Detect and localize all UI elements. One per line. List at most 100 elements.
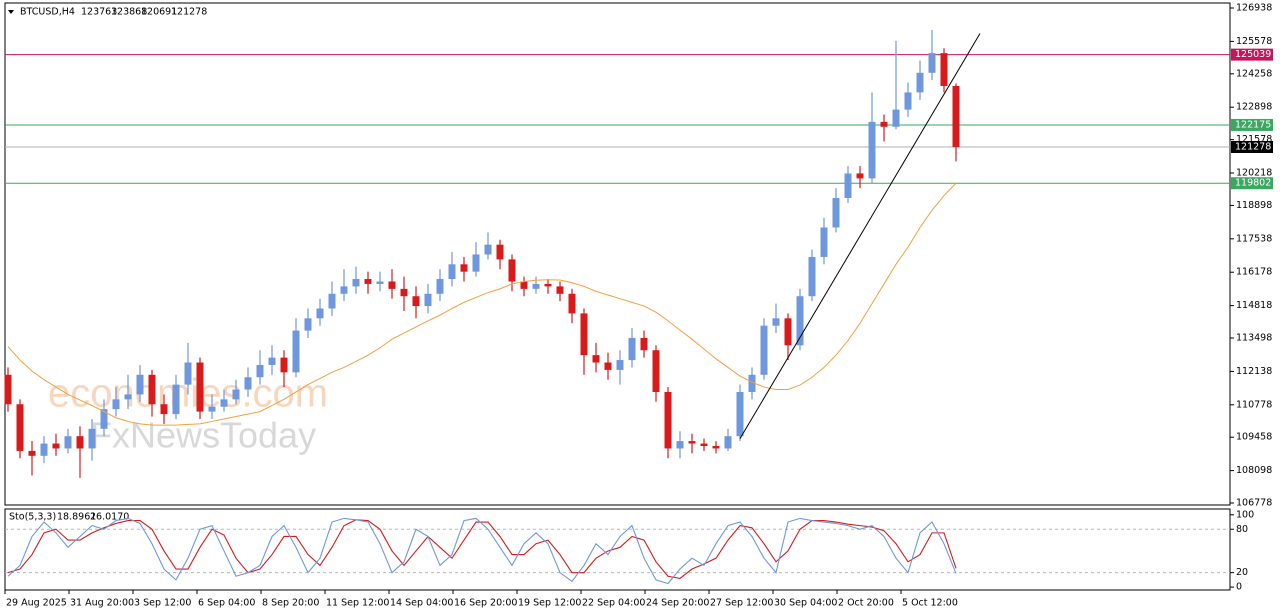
candle-body <box>184 362 192 385</box>
stoch-tick-label: 100 <box>1236 509 1254 520</box>
candle-body <box>160 404 168 415</box>
y-tick-label: 116178 <box>1236 267 1272 278</box>
stoch-tick-label: 80 <box>1236 524 1248 535</box>
candle-body <box>532 283 540 289</box>
x-tick-label: 19 Sep 12:00 <box>518 598 581 609</box>
trendline <box>739 33 981 439</box>
candle-body <box>52 443 60 449</box>
y-tick-label: 126938 <box>1236 3 1272 14</box>
candle-body <box>352 279 360 287</box>
x-tick-label: 22 Sep 04:00 <box>582 598 645 609</box>
y-tick-label: 112138 <box>1236 366 1272 377</box>
x-tick-label: 29 Aug 2025 <box>6 598 67 609</box>
candle-body <box>556 286 564 294</box>
main-pane <box>4 2 1231 506</box>
indicator-main: 18.8961 <box>57 512 96 523</box>
candle-body <box>436 279 444 294</box>
candle-body <box>736 391 744 437</box>
candle-body <box>124 394 132 400</box>
candle-body <box>820 227 828 257</box>
symbol: BTCUSD,H4 <box>20 7 75 18</box>
level-label: 125039 <box>1235 49 1271 60</box>
candle-body <box>844 173 852 199</box>
indicator-name: Sto(5,3,3) <box>9 512 56 523</box>
y-tick-label: 117538 <box>1236 233 1272 244</box>
candle-body <box>868 121 876 179</box>
level-label: 119802 <box>1235 178 1271 189</box>
level-label-bg <box>1231 140 1273 153</box>
ohlc-close: 121278 <box>171 7 207 18</box>
indicator-signal: 26.0170 <box>90 512 129 523</box>
candle-body <box>256 364 264 378</box>
x-tick-label: 14 Sep 04:00 <box>390 598 453 609</box>
stoch-signal <box>7 519 957 580</box>
candle-body <box>784 318 792 346</box>
candle-body <box>268 357 276 365</box>
candle-body <box>604 362 612 370</box>
candle-body <box>700 443 708 446</box>
x-tick-label: 24 Sep 20:00 <box>646 598 709 609</box>
y-tick-label: 125578 <box>1236 36 1272 47</box>
level-label-bg <box>1231 48 1273 61</box>
x-tick-label: 6 Sep 04:00 <box>198 598 255 609</box>
candle-body <box>568 293 576 314</box>
candle-body <box>76 436 84 449</box>
level-label: 122175 <box>1235 119 1271 130</box>
stoch-tick-label: 0 <box>1236 582 1242 593</box>
y-tick-label: 109458 <box>1236 432 1272 443</box>
candle-body <box>148 374 156 405</box>
y-tick-label: 114818 <box>1236 300 1272 311</box>
x-tick-label: 8 Sep 20:00 <box>262 598 319 609</box>
candle-body <box>40 443 48 456</box>
candle-body <box>520 281 528 289</box>
y-tick-label: 106778 <box>1236 498 1272 509</box>
indicator-pane <box>4 508 1231 591</box>
candle-body <box>364 279 372 284</box>
candle-body <box>676 441 684 449</box>
ohlc-open: 123763 <box>81 7 117 18</box>
candle-body <box>892 109 900 127</box>
candle-body <box>232 389 240 400</box>
candle-body <box>172 384 180 415</box>
candle-body <box>856 173 864 179</box>
candle-body <box>28 450 36 456</box>
x-tick-label: 30 Sep 04:00 <box>774 598 837 609</box>
candle-body <box>940 53 948 86</box>
candle-body <box>808 256 816 297</box>
dropdown-icon[interactable] <box>8 10 14 14</box>
candle-body <box>664 391 672 449</box>
ohlc-high: 123868 <box>111 7 147 18</box>
candle-body <box>652 350 660 392</box>
candle-body <box>112 399 120 410</box>
stoch-tick-label: 20 <box>1236 567 1248 578</box>
candle-body <box>952 85 960 147</box>
candle-body <box>4 374 12 405</box>
x-tick-label: 16 Sep 20:00 <box>454 598 517 609</box>
candle-body <box>904 92 912 110</box>
candle-body <box>580 313 588 356</box>
candle-body <box>484 244 492 255</box>
y-tick-label: 120218 <box>1236 168 1272 179</box>
candles <box>4 30 960 478</box>
candle-body <box>196 362 204 412</box>
x-tick-label: 3 Sep 12:00 <box>134 598 191 609</box>
candle-body <box>220 399 228 407</box>
candle-body <box>688 441 696 444</box>
candle-body <box>16 404 24 451</box>
y-tick-label: 121578 <box>1236 134 1272 145</box>
candle-body <box>472 254 480 272</box>
y-tick-label: 122898 <box>1236 102 1272 113</box>
x-tick-label: 31 Aug 20:00 <box>70 598 134 609</box>
candle-body <box>544 283 552 287</box>
candle-body <box>640 337 648 351</box>
candle-body <box>412 296 420 307</box>
x-tick-label: 11 Sep 12:00 <box>326 598 389 609</box>
candle-body <box>928 53 936 73</box>
y-tick-label: 124258 <box>1236 68 1272 79</box>
candle-body <box>616 360 624 370</box>
candle-body <box>316 308 324 319</box>
candle-body <box>508 259 516 282</box>
candle-body <box>628 337 636 361</box>
ohlc-low: 120691 <box>141 7 177 18</box>
x-tick-label: 2 Oct 20:00 <box>838 598 894 609</box>
